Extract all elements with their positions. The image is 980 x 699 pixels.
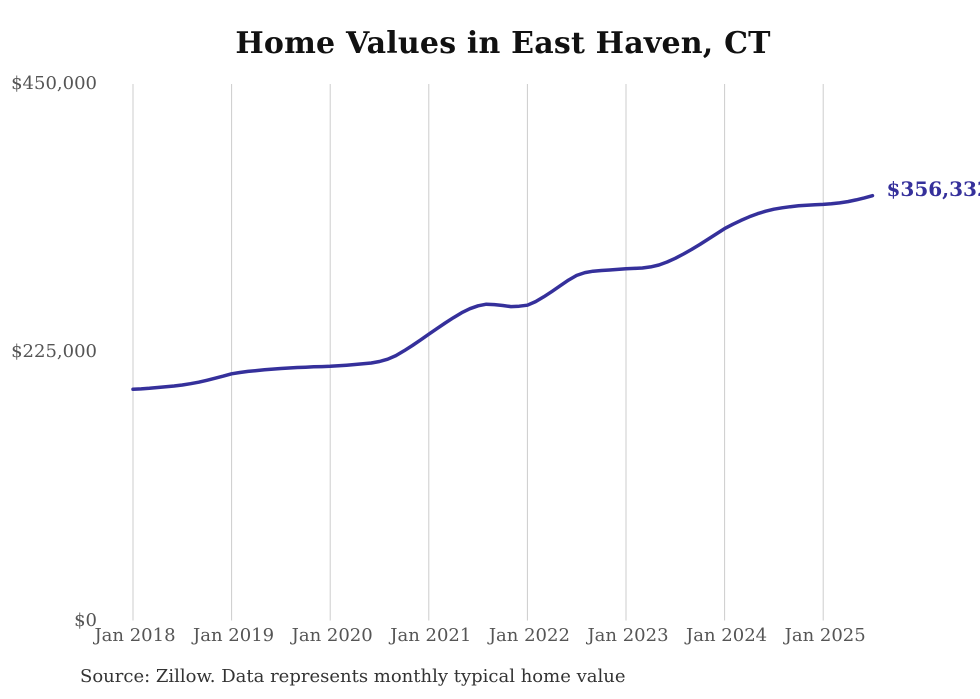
- x-axis-tick-label: Jan 2022: [488, 625, 570, 646]
- y-axis-tick-label: $450,000: [11, 73, 97, 94]
- x-axis-tick-label: Jan 2023: [587, 625, 669, 646]
- chart-title: Home Values in East Haven, CT: [235, 26, 771, 61]
- latest-value-label: $356,332: [886, 176, 980, 201]
- x-axis-tick-label: Jan 2025: [784, 625, 866, 646]
- y-axis-tick-label: $225,000: [11, 341, 97, 363]
- source-note: Source: Zillow. Data represents monthly …: [80, 666, 626, 687]
- x-axis-tick-label: Jan 2020: [291, 625, 373, 646]
- gridlines-group: [132, 84, 824, 621]
- home-value-line: [131, 193, 875, 392]
- x-axis-tick-label: Jan 2021: [390, 625, 472, 646]
- y-axis-tick-label: $0: [74, 609, 97, 631]
- x-axis-tick-label: Jan 2019: [193, 625, 275, 646]
- x-axis-tick-label: Jan 2018: [94, 625, 176, 646]
- x-axis-tick-label: Jan 2024: [686, 625, 768, 646]
